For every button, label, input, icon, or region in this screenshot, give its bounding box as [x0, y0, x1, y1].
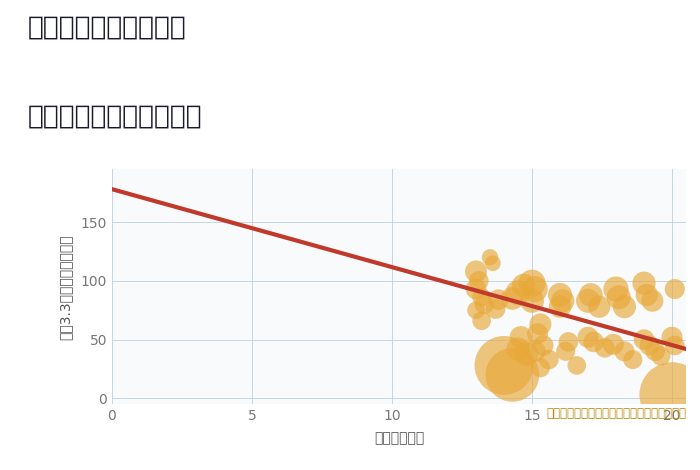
- Point: [554, 303, 566, 310]
- Y-axis label: 坪（3.3㎡）単価（万円）: 坪（3.3㎡）単価（万円）: [58, 234, 72, 339]
- Point: [498, 362, 510, 369]
- Point: [476, 293, 487, 301]
- Point: [666, 391, 678, 399]
- Point: [543, 356, 554, 363]
- Point: [487, 259, 498, 267]
- Point: [599, 344, 610, 352]
- Point: [512, 345, 524, 352]
- Point: [582, 297, 594, 305]
- Point: [655, 352, 666, 360]
- Point: [507, 295, 518, 302]
- Point: [619, 303, 630, 310]
- Point: [470, 285, 482, 293]
- Point: [470, 267, 482, 275]
- Point: [588, 338, 599, 346]
- X-axis label: 駅距離（分）: 駅距離（分）: [374, 431, 424, 446]
- Point: [512, 289, 524, 296]
- Point: [526, 279, 538, 287]
- Point: [613, 293, 624, 301]
- Point: [594, 303, 605, 310]
- Point: [669, 285, 680, 293]
- Point: [529, 348, 540, 355]
- Point: [493, 296, 504, 304]
- Point: [619, 348, 630, 355]
- Point: [666, 334, 678, 341]
- Point: [518, 282, 529, 289]
- Point: [479, 301, 490, 308]
- Point: [638, 279, 650, 287]
- Point: [585, 291, 596, 299]
- Point: [627, 356, 638, 363]
- Point: [641, 291, 652, 299]
- Point: [535, 321, 546, 328]
- Point: [582, 334, 594, 341]
- Point: [669, 342, 680, 349]
- Point: [526, 297, 538, 305]
- Text: 駅距離別中古戸建て価格: 駅距離別中古戸建て価格: [28, 103, 202, 129]
- Point: [638, 336, 650, 343]
- Point: [557, 297, 568, 305]
- Point: [563, 338, 574, 346]
- Point: [490, 306, 501, 313]
- Point: [473, 277, 484, 284]
- Point: [484, 254, 496, 261]
- Point: [608, 340, 619, 348]
- Point: [470, 306, 482, 314]
- Point: [529, 285, 540, 293]
- Point: [644, 342, 655, 349]
- Point: [647, 297, 658, 305]
- Point: [554, 291, 566, 299]
- Point: [507, 371, 518, 379]
- Point: [610, 285, 622, 293]
- Point: [571, 362, 582, 369]
- Text: 円の大きさは、取引のあった物件面積を示す: 円の大きさは、取引のあった物件面積を示す: [546, 407, 686, 420]
- Point: [538, 342, 549, 349]
- Point: [476, 317, 487, 324]
- Point: [521, 350, 532, 357]
- Point: [515, 334, 526, 341]
- Point: [560, 348, 571, 355]
- Point: [535, 364, 546, 371]
- Text: 大阪府藤井寺市津堂の: 大阪府藤井寺市津堂の: [28, 14, 187, 40]
- Point: [650, 348, 661, 355]
- Point: [532, 330, 543, 337]
